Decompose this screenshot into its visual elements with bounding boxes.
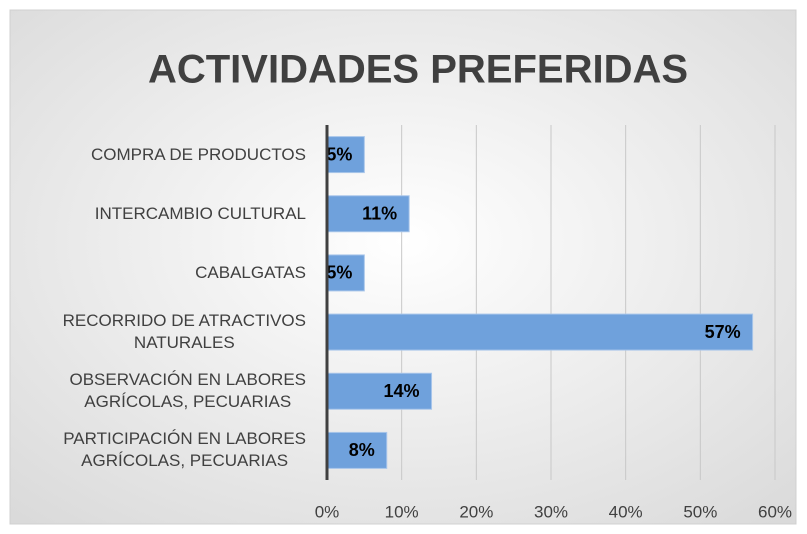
y-tick-label: COMPRA DE PRODUCTOS: [90, 144, 306, 164]
bar: [326, 136, 365, 174]
chart-background: [9, 9, 797, 525]
data-label: 14%: [384, 381, 420, 401]
x-tick-label: 30%: [534, 502, 568, 521]
data-label: 11%: [362, 204, 397, 224]
y-tick-label: OBSERVACIÓN EN LABORES AGRÍCOLAS, PECUAR…: [69, 370, 307, 412]
chart-title: ACTIVIDADES PREFERIDAS: [148, 48, 688, 92]
bar: [326, 313, 754, 351]
data-label: 5%: [326, 144, 352, 164]
y-tick-label: PARTICIPACIÓN EN LABORES AGRÍCOLAS, PECU…: [63, 429, 306, 471]
x-tick-label: 0%: [315, 502, 340, 521]
x-tick-label: 20%: [459, 502, 493, 521]
x-tick-label: 50%: [683, 502, 717, 521]
bar: [326, 195, 410, 233]
y-tick-label: INTERCAMBIO CULTURAL: [94, 203, 306, 223]
x-tick-label: 10%: [385, 502, 419, 521]
bar: [326, 431, 388, 469]
data-label: 8%: [349, 440, 375, 460]
data-label: 57%: [705, 322, 741, 342]
y-tick-label: CABALGATAS: [195, 262, 306, 282]
x-tick-label: 40%: [609, 502, 643, 521]
y-tick-label: RECORRIDO DE ATRACTIVOS NATURALES: [62, 311, 306, 353]
x-tick-label: 60%: [758, 502, 792, 521]
data-label: 5%: [326, 263, 352, 283]
bar: [326, 372, 433, 410]
